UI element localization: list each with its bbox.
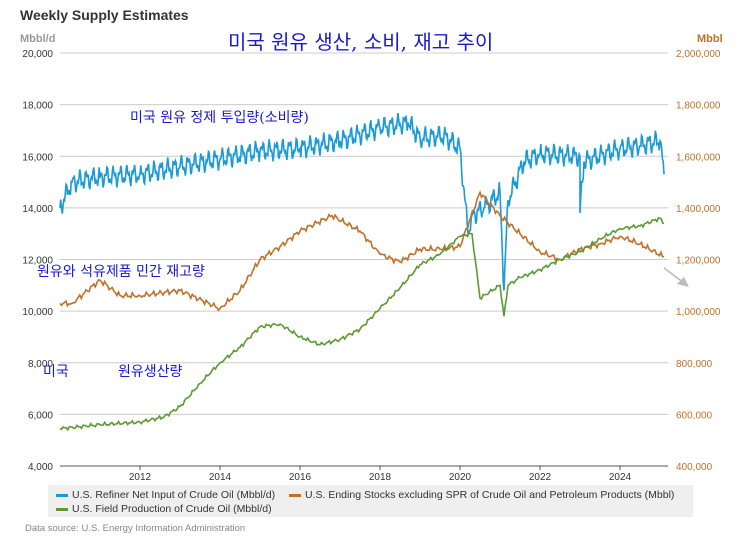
annotation-refiner: 미국 원유 정제 투입량(소비량) xyxy=(130,110,309,126)
y2-tick-label: 800,000 xyxy=(676,359,713,370)
y-tick-label: 14,000 xyxy=(22,204,53,215)
series-line-refiner xyxy=(59,112,665,291)
series-line-production xyxy=(59,217,665,432)
legend-label: U.S. Field Production of Crude Oil (Mbbl… xyxy=(72,503,272,515)
x-tick-label: 2014 xyxy=(209,472,232,483)
right-axis-label: Mbbl xyxy=(697,33,723,45)
y2-tick-label: 400,000 xyxy=(676,462,713,473)
x-tick-label: 2022 xyxy=(529,472,552,483)
y-tick-label: 16,000 xyxy=(22,152,53,163)
y2-tick-label: 1,600,000 xyxy=(676,152,721,163)
x-tick-label: 2012 xyxy=(129,472,152,483)
y2-tick-label: 600,000 xyxy=(676,410,713,421)
annotation-production-a: 미국 xyxy=(43,364,69,380)
annotation-stocks: 원유와 석유제품 민간 재고량 xyxy=(37,264,205,280)
y-tick-label: 18,000 xyxy=(22,101,53,112)
plot-area: 4,000 400,000 6,000 600,000 8,000 800,000 10,0… xyxy=(22,49,721,483)
x-tick-label: 2024 xyxy=(609,472,632,483)
y-tick-label: 8,000 xyxy=(28,359,53,370)
y-tick-label: 10,000 xyxy=(22,307,53,318)
y2-tick-label: 1,000,000 xyxy=(676,307,721,318)
x-tick-label: 2020 xyxy=(449,472,472,483)
y-tick-label: 12,000 xyxy=(22,256,53,267)
legend-label: U.S. Refiner Net Input of Crude Oil (Mbb… xyxy=(72,489,276,501)
x-tick-label: 2018 xyxy=(369,472,392,483)
legend-label: U.S. Ending Stocks excluding SPR of Crud… xyxy=(305,489,675,501)
left-axis-label: Mbbl/d xyxy=(20,33,56,45)
y-tick-label: 4,000 xyxy=(28,462,53,473)
legend-item-stocks[interactable]: U.S. Ending Stocks excluding SPR of Crud… xyxy=(289,489,674,501)
legend-swatch xyxy=(289,493,301,497)
legend: U.S. Refiner Net Input of Crude Oil (Mbb… xyxy=(48,485,693,517)
annotation-arrow-head xyxy=(677,277,689,287)
annotation-production-b: 원유생산량 xyxy=(118,364,183,380)
y2-tick-label: 1,800,000 xyxy=(676,101,721,112)
y2-tick-label: 1,200,000 xyxy=(676,256,721,267)
data-source: Data source: U.S. Energy Information Adm… xyxy=(25,523,246,534)
y-tick-label: 20,000 xyxy=(22,49,53,60)
legend-item-refiner[interactable]: U.S. Refiner Net Input of Crude Oil (Mbb… xyxy=(56,489,275,501)
legend-swatch xyxy=(56,507,68,511)
y2-tick-label: 1,400,000 xyxy=(676,204,721,215)
legend-item-production[interactable]: U.S. Field Production of Crude Oil (Mbbl… xyxy=(56,503,272,515)
series-line-stocks xyxy=(59,190,665,312)
legend-swatch xyxy=(56,493,68,497)
y2-tick-label: 2,000,000 xyxy=(676,49,721,60)
chart-title: Weekly Supply Estimates xyxy=(20,7,189,23)
y-tick-label: 6,000 xyxy=(28,410,53,421)
x-tick-label: 2016 xyxy=(289,472,312,483)
annotation-title: 미국 원유 생산, 소비, 재고 추이 xyxy=(228,30,494,54)
